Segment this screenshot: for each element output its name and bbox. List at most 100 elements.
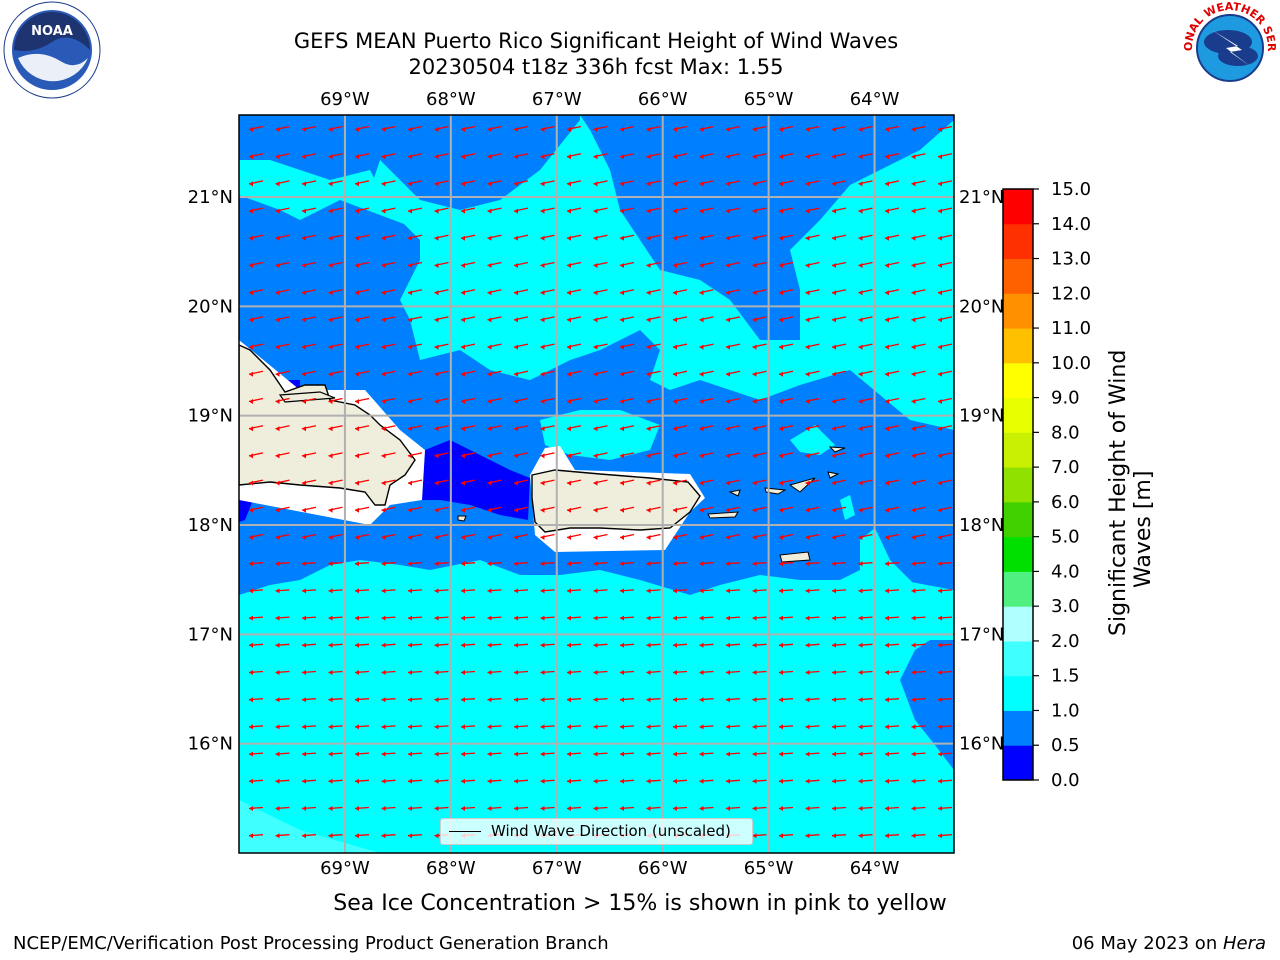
wave-arrow-head	[752, 426, 757, 432]
wave-arrow-head	[593, 235, 598, 241]
wave-arrow-head	[938, 344, 942, 350]
wave-arrow-head	[646, 317, 651, 323]
wave-arrow-head	[540, 724, 545, 730]
wave-arrow-head	[911, 670, 916, 675]
wave-arrow-head	[275, 778, 280, 784]
wave-arrow-head	[726, 154, 730, 160]
wave-arrow-head	[752, 724, 757, 730]
wave-arrow-head	[461, 615, 465, 621]
wave-arrow-head	[355, 317, 359, 323]
wave-arrow-head	[673, 697, 677, 703]
wave-arrow-head	[461, 507, 465, 513]
wave-arrow-head	[779, 235, 783, 241]
wave-arrow-head	[858, 235, 863, 241]
wave-arrow-head	[832, 642, 836, 648]
wave-arrow-head	[673, 317, 677, 323]
wave-arrow-head	[885, 642, 889, 648]
wave-arrow-head	[514, 127, 518, 132]
wave-arrow-head	[938, 588, 942, 594]
lat-label-right: 17°N	[959, 624, 1004, 645]
wave-arrow-head	[752, 833, 757, 839]
wave-arrow-head	[832, 426, 836, 432]
wave-arrow-head	[355, 642, 359, 648]
wave-arrow-head	[699, 615, 704, 621]
wave-arrow-head	[461, 154, 465, 160]
wave-arrow-head	[911, 507, 916, 513]
wave-arrow-head	[646, 480, 651, 486]
wave-arrow-head	[355, 778, 359, 784]
wave-arrow-head	[461, 426, 465, 432]
lon-label-top: 68°W	[426, 89, 476, 110]
colorbar-tick-label: 1.5	[1051, 666, 1080, 687]
wave-arrow-head	[938, 806, 942, 811]
wave-arrow-head	[593, 642, 598, 648]
colorbar-segment	[1003, 745, 1033, 781]
wave-arrow-head	[302, 588, 306, 594]
wave-arrow-head	[752, 751, 757, 757]
wave-arrow-head	[434, 778, 439, 784]
colorbar-segment	[1003, 571, 1033, 607]
wave-arrow-head	[434, 344, 439, 350]
wave-arrow-head	[249, 480, 253, 486]
wave-arrow-head	[540, 806, 545, 811]
wave-arrow-head	[461, 561, 465, 567]
wave-arrow-head	[832, 697, 836, 703]
colorbar-tick-label: 12.0	[1051, 283, 1091, 304]
wave-arrow-head	[540, 181, 545, 187]
wave-arrow-head	[328, 724, 333, 730]
wave-arrow-head	[832, 535, 836, 540]
wave-arrow-head	[434, 697, 439, 703]
wave-arrow-head	[858, 344, 863, 350]
lon-label-top: 66°W	[638, 89, 688, 110]
wave-arrow-head	[885, 615, 889, 621]
colorbar-segment	[1003, 293, 1033, 329]
wave-arrow-head	[620, 235, 624, 241]
wave-arrow-head	[699, 778, 704, 784]
wave-arrow-head	[567, 399, 571, 404]
lat-label-left: 21°N	[188, 187, 233, 208]
wave-arrow-head	[699, 127, 704, 132]
wave-arrow-head	[381, 561, 386, 567]
wave-arrow-head	[355, 426, 359, 432]
chart-title: GEFS MEAN Puerto Rico Significant Height…	[293, 29, 899, 53]
wave-arrow-head	[805, 778, 810, 784]
wave-arrow-head	[832, 806, 836, 811]
wave-arrow-head	[620, 344, 624, 350]
wave-arrow-head	[381, 290, 386, 296]
wave-arrow-head	[487, 642, 492, 648]
lat-label-left: 20°N	[188, 296, 233, 317]
wave-arrow-head	[673, 263, 677, 268]
wave-arrow-head	[275, 399, 280, 404]
wave-arrow-head	[752, 642, 757, 648]
wave-arrow-head	[487, 263, 492, 268]
wave-arrow-head	[673, 561, 677, 567]
wave-arrow-head	[408, 181, 412, 187]
wave-arrow-head	[408, 453, 412, 459]
map-legend: Wind Wave Direction (unscaled)	[440, 818, 753, 845]
wave-arrow-head	[567, 290, 571, 296]
wave-arrow-head	[726, 697, 730, 703]
wave-arrow-head	[540, 480, 545, 486]
wave-arrow-head	[275, 751, 280, 757]
wave-arrow-head	[620, 263, 624, 268]
wave-arrow-head	[514, 290, 518, 296]
wave-arrow-head	[514, 453, 518, 459]
colorbar-segment	[1003, 397, 1033, 433]
wave-arrow-head	[408, 535, 412, 540]
wave-arrow-head	[514, 426, 518, 432]
colorbar-title: Significant Height of Wind Waves [m]	[1106, 349, 1156, 636]
wave-arrow-head	[514, 806, 518, 811]
wave-arrow-head	[593, 724, 598, 730]
wave-arrow-head	[938, 480, 942, 486]
wave-arrow-head	[275, 588, 280, 594]
wave-arrow-head	[408, 399, 412, 404]
wave-arrow-head	[858, 399, 863, 404]
wave-arrow-head	[779, 507, 783, 513]
wave-arrow-head	[567, 480, 571, 486]
wave-arrow-head	[646, 371, 651, 377]
wave-arrow-head	[726, 127, 730, 132]
wave-arrow-head	[381, 724, 386, 730]
wave-arrow-head	[938, 290, 942, 296]
wave-arrow-head	[805, 235, 810, 241]
lon-label-top: 67°W	[532, 89, 582, 110]
